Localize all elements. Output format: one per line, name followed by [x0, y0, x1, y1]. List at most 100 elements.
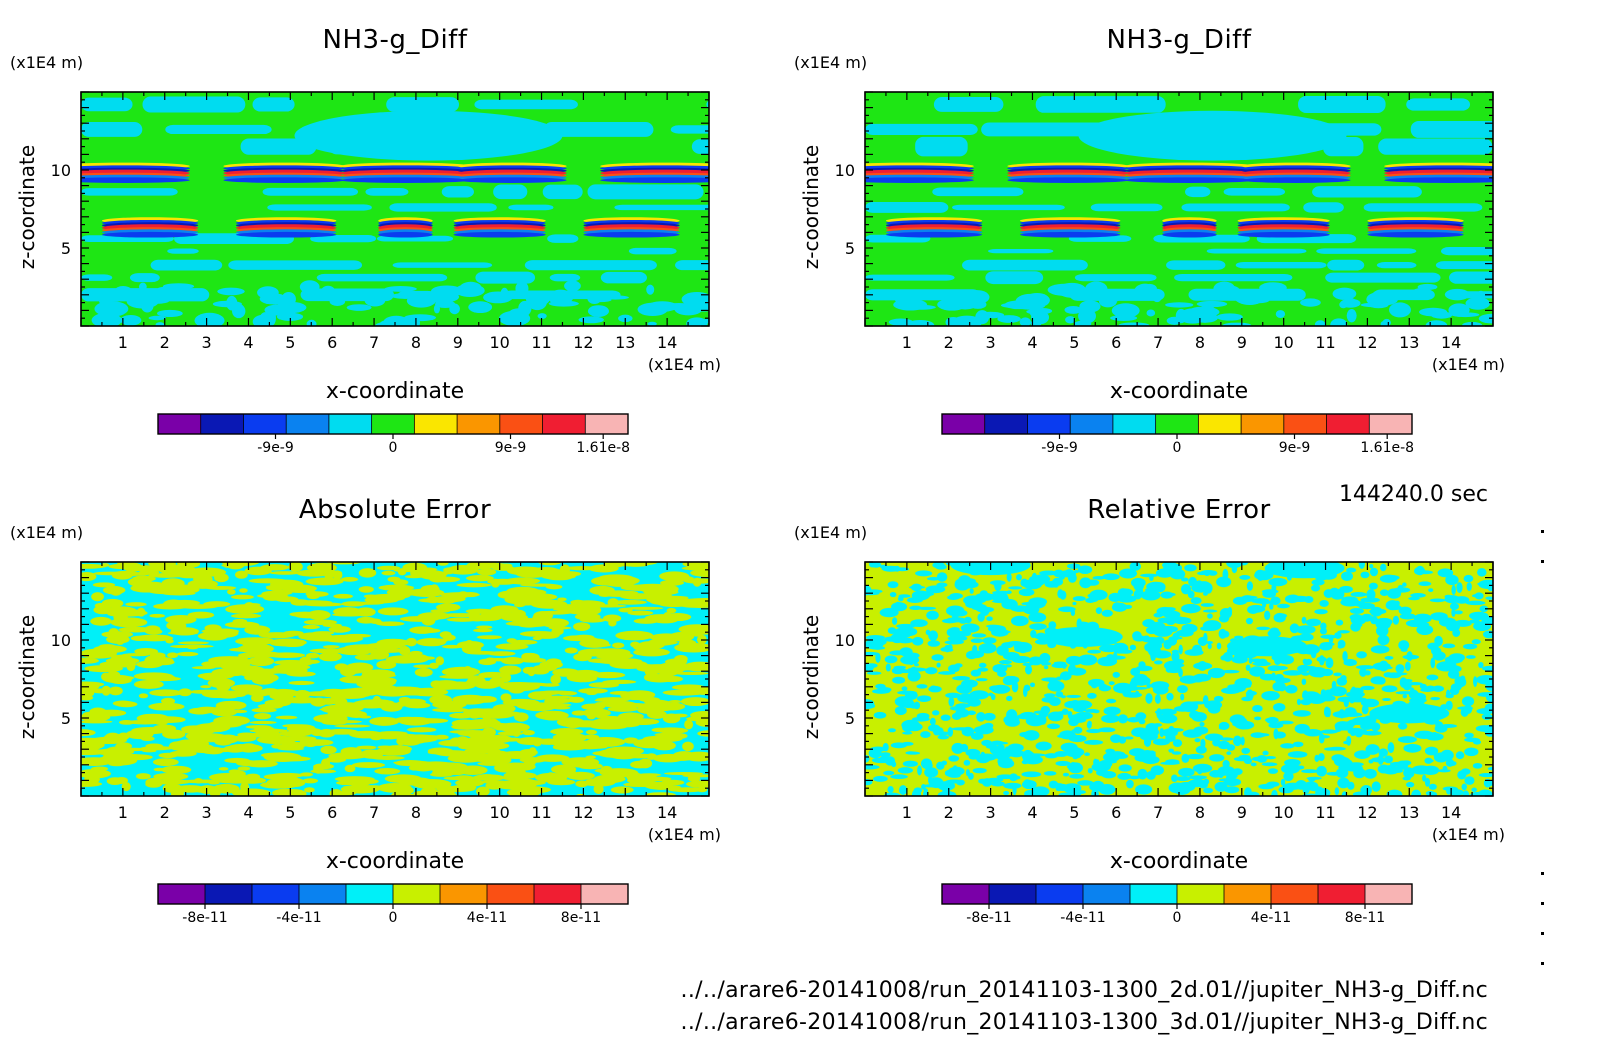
- x-unit-label: (x1E4 m): [1432, 825, 1505, 844]
- heatmap-cell: [1023, 656, 1028, 662]
- heatmap-cell: [1065, 316, 1076, 324]
- heatmap-cell: [1425, 320, 1448, 326]
- heatmap-cell: [249, 720, 277, 725]
- heatmap-cell: [457, 742, 474, 750]
- heatmap-cell: [1012, 784, 1017, 796]
- heatmap-cell: [949, 627, 960, 632]
- heatmap-cell: [126, 756, 137, 763]
- heatmap-cell: [578, 687, 608, 694]
- x-tick-label: 13: [615, 803, 635, 822]
- heatmap-cell: [1465, 655, 1476, 659]
- heatmap-cell: [1371, 757, 1388, 763]
- heatmap-cell: [1203, 632, 1208, 644]
- heatmap-cell: [594, 702, 605, 707]
- heatmap-cell: [990, 781, 1005, 787]
- heatmap-cell: [1241, 747, 1251, 754]
- heatmap-cell: [1049, 697, 1061, 707]
- x-tick-label: 3: [202, 803, 212, 822]
- x-tick-label: 4: [243, 803, 253, 822]
- heatmap-cell: [1181, 603, 1201, 614]
- heatmap-cell: [101, 672, 111, 681]
- heatmap-cell: [897, 690, 917, 695]
- heatmap-cell: [989, 580, 1006, 586]
- heatmap-cell: [1268, 577, 1288, 587]
- heatmap-cell: [963, 759, 971, 766]
- heatmap-cell: [1399, 613, 1416, 620]
- heatmap-cell: [883, 792, 901, 796]
- heatmap-cell: [1200, 738, 1206, 749]
- heatmap-cell: [865, 754, 870, 763]
- heatmap-cell: [81, 274, 113, 281]
- heatmap-cell: [200, 685, 212, 689]
- heatmap-cell: [217, 287, 245, 296]
- heatmap-cell: [690, 568, 709, 578]
- heatmap-cell: [914, 663, 919, 667]
- heatmap-cell: [1268, 722, 1284, 729]
- heatmap-cell: [1090, 203, 1163, 212]
- heatmap-cell: [574, 613, 601, 621]
- heatmap-cell: [1241, 177, 1351, 183]
- heatmap-cell: [251, 693, 264, 703]
- heatmap-cell: [1069, 714, 1082, 722]
- heatmap-cell: [1377, 634, 1390, 646]
- heatmap-cell: [547, 234, 579, 243]
- heatmap-cell: [650, 598, 678, 606]
- heatmap-cell: [522, 729, 535, 736]
- heatmap-cell: [680, 697, 709, 707]
- heatmap-cell: [1089, 782, 1106, 792]
- heatmap-cell: [609, 691, 632, 695]
- heatmap-cell: [690, 711, 709, 720]
- heatmap-cell: [399, 645, 411, 656]
- colorbar-tick-label: 0: [1173, 440, 1182, 456]
- heatmap-cell: [1135, 712, 1147, 721]
- heatmap-cell: [951, 712, 962, 720]
- heatmap-cell: [1010, 605, 1030, 612]
- heatmap-cell: [1207, 643, 1212, 650]
- heatmap-cell: [1367, 231, 1464, 238]
- heatmap-cell: [644, 667, 659, 677]
- heatmap-cell: [108, 563, 140, 570]
- colorbar-swatch: [328, 414, 373, 434]
- heatmap-cell: [185, 732, 215, 740]
- heatmap-cell: [1156, 708, 1163, 719]
- heatmap-cell: [610, 786, 634, 794]
- heatmap-cell: [1164, 607, 1176, 612]
- heatmap-cell: [106, 777, 124, 785]
- colorbar-swatch: [499, 414, 544, 434]
- heatmap-cell: [538, 562, 562, 566]
- heatmap-cell: [269, 666, 308, 674]
- heatmap-cell: [235, 231, 337, 238]
- heatmap-cell: [1188, 775, 1208, 780]
- colorbar-tick-label: 1.61e-8: [1360, 440, 1414, 456]
- heatmap-cell: [1078, 110, 1347, 161]
- heatmap-cell: [442, 634, 456, 641]
- heatmap-cell: [623, 737, 639, 744]
- heatmap-cell: [958, 619, 968, 624]
- heatmap-cell: [551, 739, 589, 748]
- heatmap-cell: [1332, 710, 1352, 718]
- heatmap-cell: [411, 656, 436, 661]
- heatmap-cell: [419, 570, 447, 580]
- heatmap-cell: [545, 584, 563, 590]
- heatmap-cell: [1235, 261, 1327, 269]
- heatmap-cell: [1435, 721, 1444, 729]
- heatmap-cell: [1222, 760, 1230, 769]
- heatmap-cell: [1087, 649, 1102, 654]
- colorbar-tick-label: 9e-9: [495, 440, 526, 456]
- heatmap-cell: [1334, 632, 1342, 639]
- heatmap-cell: [429, 694, 453, 705]
- heatmap-cell: [1361, 613, 1373, 622]
- chart-title: Relative Error: [1087, 495, 1271, 525]
- colorbar-tick-label: -4e-11: [1060, 910, 1105, 926]
- heatmap-cell: [477, 568, 497, 576]
- heatmap-cell: [309, 648, 347, 654]
- colorbar-swatch: [585, 414, 629, 434]
- heatmap-cell: [947, 635, 968, 642]
- y-tick-label: 5: [61, 239, 71, 258]
- heatmap-cell: [162, 729, 186, 739]
- heatmap-cell: [356, 745, 377, 750]
- colorbar-swatch: [581, 884, 629, 904]
- heatmap-cell: [230, 684, 263, 692]
- heatmap-cell: [1186, 753, 1204, 760]
- heatmap-cell: [194, 777, 203, 784]
